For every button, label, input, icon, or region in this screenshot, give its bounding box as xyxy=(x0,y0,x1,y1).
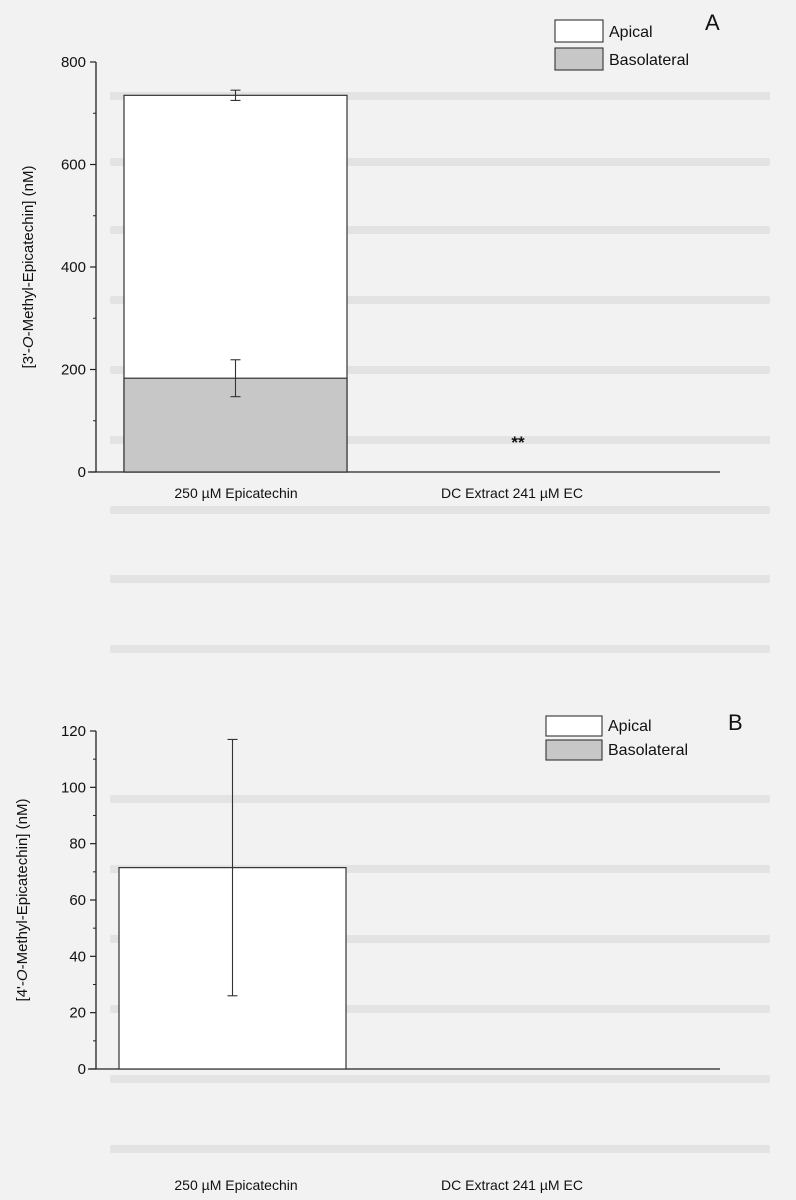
y-tick-label: 200 xyxy=(61,362,86,379)
y-tick-label: 40 xyxy=(69,948,86,965)
x-category-label: 250 µM Epicatechin xyxy=(174,485,297,501)
x-category-label: 250 µM Epicatechin xyxy=(174,1177,297,1193)
y-tick-label: 100 xyxy=(61,779,86,796)
y-axis-label: [4'-O-Methyl-Epicatechin] (nM) xyxy=(14,799,31,1002)
y-tick-label: 0 xyxy=(78,464,86,481)
y-tick-label: 0 xyxy=(78,1061,86,1078)
y-axis-label-part: -Methyl-Epicatechin] (nM) xyxy=(20,166,37,337)
legend-label: Basolateral xyxy=(609,52,689,69)
y-tick-label: 800 xyxy=(61,54,86,71)
y-tick-label: 80 xyxy=(69,836,86,853)
x-category-label: DC Extract 241 µM EC xyxy=(441,1177,583,1193)
y-axis-label-part: [4'- xyxy=(14,981,31,1001)
legend-swatch-apical xyxy=(545,715,603,737)
legend-label: Basolateral xyxy=(608,742,688,759)
y-axis-label-part: O xyxy=(14,969,31,981)
chart-panel-a: 0 200 400 600 800 [3'-O-Methyl-Epicatechin] (… xyxy=(20,10,720,501)
panel-label: B xyxy=(728,710,743,735)
x-category-label: DC Extract 241 µM EC xyxy=(441,485,583,501)
y-axis-label-part: -Methyl-Epicatechin] (nM) xyxy=(14,799,31,970)
y-tick-label: 400 xyxy=(61,259,86,276)
y-axis-label-part: O xyxy=(20,336,37,348)
legend-label: Apical xyxy=(609,24,653,41)
legend-label: Apical xyxy=(608,718,652,735)
y-axis-label-part: [3'- xyxy=(20,348,37,368)
y-tick-label: 20 xyxy=(69,1005,86,1022)
significance-marker: ** xyxy=(511,433,525,452)
y-tick-label: 60 xyxy=(69,892,86,909)
y-axis-label: [3'-O-Methyl-Epicatechin] (nM) xyxy=(20,166,37,369)
chart-panel-b: 0 20 40 60 80 100 120 [4'-O-Methyl-Epicatechin]… xyxy=(14,710,743,1193)
y-tick-label: 600 xyxy=(61,157,86,174)
legend-swatch-basolateral xyxy=(545,739,603,761)
legend-swatch-apical xyxy=(554,19,604,43)
legend-swatch-basolateral xyxy=(554,47,604,71)
panel-label: A xyxy=(705,10,720,35)
y-tick-label: 120 xyxy=(61,723,86,740)
